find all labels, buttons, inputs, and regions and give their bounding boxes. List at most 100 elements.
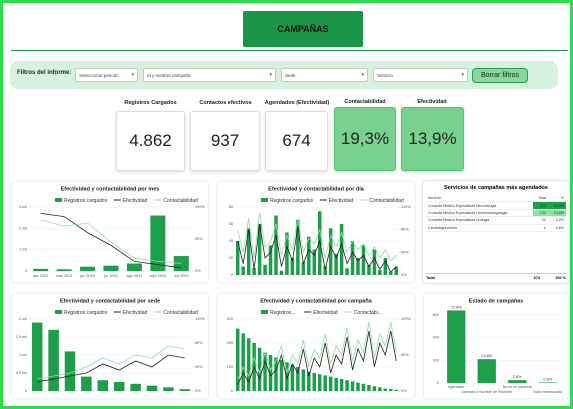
bar xyxy=(389,271,393,275)
y2-tick-label: 120% xyxy=(401,205,411,209)
legend-label: Efectividad xyxy=(313,310,338,316)
y2-tick-label: 100% xyxy=(195,205,205,209)
kpi-label: Agendados (Efectividad) xyxy=(264,100,330,106)
cell: 0,6% xyxy=(547,224,566,232)
bar xyxy=(279,270,284,275)
bar xyxy=(274,357,278,391)
data-label: 23,8% xyxy=(481,354,492,358)
bar xyxy=(279,359,284,391)
legend-label: Contactabilidad xyxy=(163,198,198,204)
y2-tick-label: 60% xyxy=(401,353,409,357)
dropdown[interactable]: Servicio xyxy=(373,68,468,82)
y-tick-label: 20 xyxy=(229,256,233,260)
x-tick-label: ago 2024 xyxy=(127,274,143,278)
kpi-value: 937 xyxy=(190,111,260,171)
chart-title: Efectividad y contactabilidad por mes xyxy=(61,186,160,192)
bar xyxy=(339,224,344,275)
column-header: % xyxy=(547,195,566,203)
kpi-label: Efectividad xyxy=(417,99,447,105)
y2-tick-label: 0% xyxy=(401,389,407,393)
y2-tick-label: 120% xyxy=(195,317,205,321)
legend-label: Efectividad xyxy=(123,198,148,204)
y-tick-label: 0,5 mil xyxy=(16,371,27,375)
bar xyxy=(31,322,43,391)
filter-label: Filtros del informe: xyxy=(17,70,72,76)
legend-swatch xyxy=(261,310,268,314)
bar xyxy=(345,380,349,391)
column-header: Total xyxy=(532,195,548,203)
bar xyxy=(323,266,327,275)
bar xyxy=(394,266,399,275)
dropdown[interactable]: Id y nombre campaña xyxy=(143,68,276,82)
bar xyxy=(389,389,393,391)
dropdown[interactable]: Seleccionar periodo xyxy=(75,68,138,82)
page-title: CAMPAÑAS xyxy=(243,11,363,47)
table-header: Servicio Total % xyxy=(426,195,566,203)
chart: 0 0,5 mil 1 mil 1,5 mil 2 mil 0% 40% 80% 120% Reg… xyxy=(16,310,206,393)
cell: 19,6% xyxy=(547,209,566,218)
dropdown[interactable]: Sede xyxy=(281,68,368,82)
clear-filters-button[interactable]: Borrar filtros xyxy=(472,68,528,83)
chart: 0 200 400 600 72,8% Agendado 23,8% Llamado a No… xyxy=(433,305,563,394)
table-title: Servicios de campañas más agendados xyxy=(444,185,548,191)
bar xyxy=(241,266,245,275)
bar xyxy=(150,215,166,271)
legend-label: Registros cargados xyxy=(64,310,108,316)
bar xyxy=(285,362,289,391)
bar xyxy=(350,241,355,275)
bar xyxy=(361,383,366,391)
y-tick-label: 40 xyxy=(229,239,233,243)
column-header: Servicio xyxy=(426,195,533,203)
bar xyxy=(378,387,382,391)
y2-tick-label: 40% xyxy=(195,365,203,369)
cell: 370 xyxy=(532,201,548,210)
chart-title: Efectividad y contactabilidad por sede xyxy=(60,298,160,304)
bar xyxy=(56,269,72,271)
y2-tick-label: 80% xyxy=(195,341,203,345)
legend-label: Contactabilidad xyxy=(369,198,404,204)
bar xyxy=(81,376,92,391)
table-body: Consulta Medico Especialista Neurocirugi… xyxy=(426,201,566,232)
table-row: Consulta Medico Especialista Neurocirugi… xyxy=(426,201,566,210)
chart-title: Estado de campañas xyxy=(469,298,524,304)
x-tick-label: Agendado xyxy=(448,385,464,389)
cell: Consulta Medico Especialista Neurocirugi… xyxy=(426,201,533,210)
legend-label: Registros cargados xyxy=(64,198,108,204)
line xyxy=(37,345,185,380)
y-tick-label: 60 xyxy=(229,222,233,226)
y-tick-label: 1 mil xyxy=(19,353,27,357)
bar xyxy=(372,249,377,275)
y-tick-label: 200 xyxy=(227,341,233,345)
x-tick-label: Llamado a Nombre de Paciente xyxy=(461,390,512,394)
cell: Consulta Medico Especialista Urologia xyxy=(426,216,533,225)
y-tick-label: 0 xyxy=(25,389,27,393)
table-row: Consulta Medico Especialista Otorrinolar… xyxy=(426,209,566,218)
bar xyxy=(372,386,377,391)
legend-label: Contactabilidad xyxy=(163,310,198,316)
legend-label: Contactabi... xyxy=(354,310,382,316)
cell: 4 xyxy=(532,224,548,232)
divider xyxy=(11,50,568,51)
y2-tick-label: 0% xyxy=(195,269,201,273)
y-tick-label: 1,5 mil xyxy=(16,335,27,339)
bar xyxy=(235,328,240,391)
bar xyxy=(290,258,295,275)
cell: 132 xyxy=(532,209,548,218)
bar xyxy=(296,219,300,275)
chart: 0 1 mil 2 mil 3 mil 0% 50% 100% Registros carga… xyxy=(19,198,205,278)
bar xyxy=(350,381,355,391)
legend-label: Efectividad xyxy=(329,198,354,204)
y2-tick-label: 120% xyxy=(401,317,411,321)
table-panel: Servicios de campañas más agendados Serv… xyxy=(423,181,569,283)
x-tick-label: jun 2024 xyxy=(79,274,95,278)
bar xyxy=(307,371,311,391)
y-tick-label: 80 xyxy=(229,205,233,209)
line xyxy=(40,213,182,269)
chart-panel xyxy=(216,180,416,284)
bar xyxy=(126,263,142,271)
bar xyxy=(113,382,125,391)
cell: 54,9% xyxy=(547,201,566,210)
y-tick-label: 200 xyxy=(433,358,439,362)
kpi-value: 4.862 xyxy=(116,111,185,171)
